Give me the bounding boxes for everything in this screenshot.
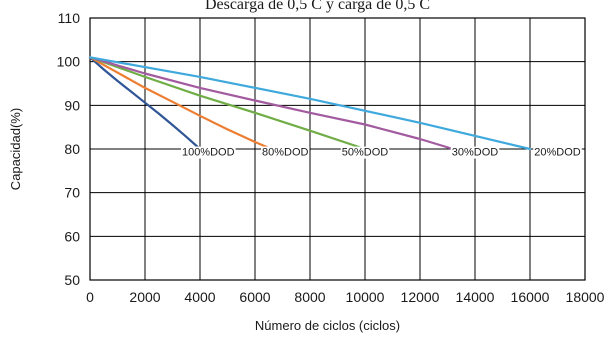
series-label: 100%DOD	[182, 147, 235, 159]
y-tick-label: 70	[64, 185, 80, 201]
y-axis-title: Capacidad(%)	[8, 108, 23, 190]
x-tick-label: 0	[86, 289, 94, 305]
series-line	[88, 56, 532, 151]
y-tick-label: 90	[64, 97, 80, 113]
x-axis-title: Número de ciclos (ciclos)	[255, 318, 400, 333]
y-tick-label: 50	[64, 272, 80, 288]
x-tick-label: 10000	[346, 289, 385, 305]
series-label: 30%DOD	[452, 147, 499, 159]
chart-title: Descarga de 0,5 C y carga de 0,5 C	[205, 0, 430, 13]
x-tick-label: 8000	[294, 289, 325, 305]
y-tick-label: 60	[64, 228, 80, 244]
x-tick-label: 18000	[566, 289, 605, 305]
y-tick-label: 80	[64, 141, 80, 157]
series-line	[88, 56, 367, 151]
series-label-background	[340, 146, 390, 159]
x-tick-label: 16000	[511, 289, 550, 305]
x-tick-label: 6000	[239, 289, 270, 305]
series-label-background	[450, 146, 500, 159]
series-label: 50%DOD	[342, 147, 389, 159]
series-label-background	[261, 146, 310, 159]
series-line	[88, 56, 202, 151]
plot-frame	[89, 17, 586, 281]
series-line	[88, 56, 455, 151]
series-label-background	[533, 146, 582, 159]
series-label-background	[180, 146, 236, 159]
x-tick-label: 4000	[184, 289, 215, 305]
x-tick-label: 12000	[401, 289, 440, 305]
x-tick-label: 14000	[456, 289, 495, 305]
y-tick-label: 110	[58, 10, 81, 26]
series-label: 80%DOD	[262, 147, 309, 159]
x-tick-label: 2000	[129, 289, 160, 305]
y-tick-label: 100	[57, 54, 81, 70]
series-line	[88, 56, 273, 151]
series-label: 20%DOD	[534, 147, 581, 159]
